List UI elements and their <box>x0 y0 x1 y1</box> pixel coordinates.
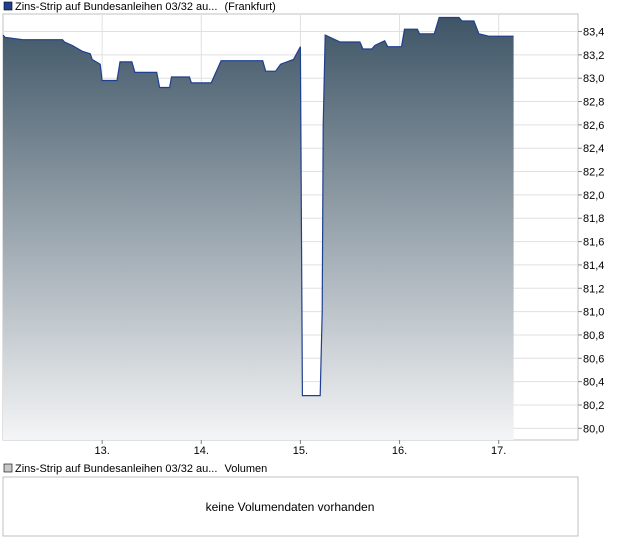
y-tick-label: 80,0 <box>583 423 604 435</box>
price-area <box>3 17 514 440</box>
x-tick-label: 14. <box>194 445 209 457</box>
y-tick-label: 82,0 <box>583 190 604 202</box>
price-legend-exchange: (Frankfurt) <box>224 1 275 13</box>
y-tick-label: 82,4 <box>583 143 604 155</box>
volume-legend-volume: Volumen <box>224 463 267 475</box>
y-tick-label: 80,6 <box>583 353 604 365</box>
x-tick-label: 15. <box>293 445 308 457</box>
volume-empty-message: keine Volumendaten vorhanden <box>206 500 375 514</box>
y-tick-label: 81,0 <box>583 307 604 319</box>
y-tick-label: 83,4 <box>583 27 604 39</box>
volume-legend-swatch <box>3 463 13 473</box>
volume-legend-label: Zins-Strip auf Bundesanleihen 03/32 au..… <box>15 463 267 475</box>
y-tick-label: 83,2 <box>583 50 604 62</box>
price-line <box>2 16 514 397</box>
x-tick-label: 16. <box>392 445 407 457</box>
y-tick-label: 82,6 <box>583 120 604 132</box>
y-tick-label: 80,8 <box>583 330 604 342</box>
y-tick-label: 81,2 <box>583 283 604 295</box>
x-tick-label: 17. <box>491 445 506 457</box>
price-legend-swatch <box>3 1 13 11</box>
y-tick-label: 81,6 <box>583 237 604 249</box>
y-tick-label: 82,8 <box>583 97 604 109</box>
y-tick-label: 83,0 <box>583 73 604 85</box>
y-tick-label: 82,2 <box>583 167 604 179</box>
y-tick-label: 80,2 <box>583 400 604 412</box>
y-tick-label: 81,4 <box>583 260 604 272</box>
x-axis-ticks: 13. 14. 15. 16. 17. <box>94 440 506 457</box>
volume-legend-title: Zins-Strip auf Bundesanleihen 03/32 au..… <box>15 463 217 475</box>
price-series <box>2 16 514 440</box>
y-axis-ticks: 80,0 80,2 80,4 80,6 80,8 81,0 81,2 81,4 81,6 81,8… <box>578 27 604 435</box>
y-tick-label: 81,8 <box>583 213 604 225</box>
price-legend-label: Zins-Strip auf Bundesanleihen 03/32 au..… <box>15 1 276 13</box>
price-legend-title: Zins-Strip auf Bundesanleihen 03/32 au..… <box>15 1 217 13</box>
volume-plot-frame <box>2 476 579 537</box>
y-tick-label: 80,4 <box>583 377 604 389</box>
x-tick-label: 13. <box>94 445 109 457</box>
